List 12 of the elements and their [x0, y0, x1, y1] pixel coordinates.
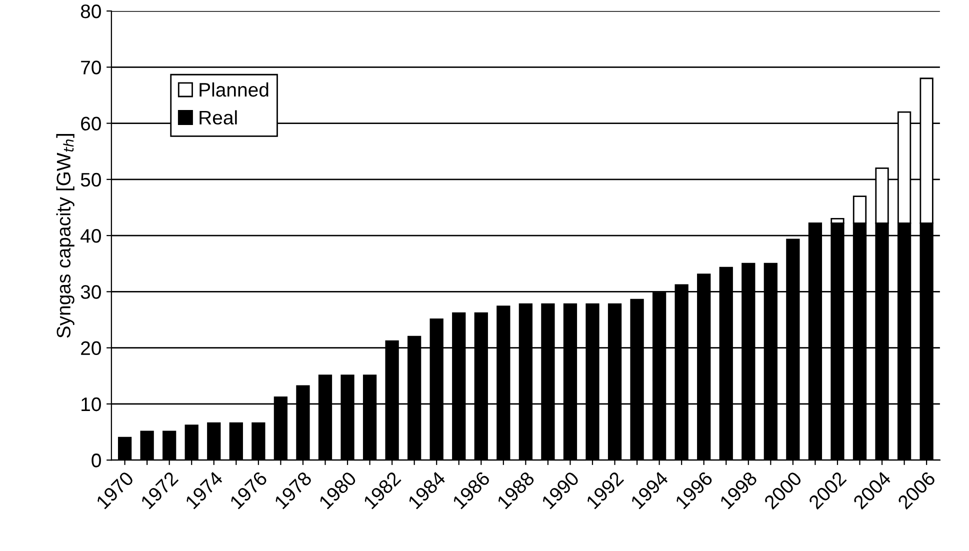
y-tick-label: 30 — [80, 285, 101, 299]
legend-label: Planned — [200, 82, 268, 97]
y-tick-label: 70 — [81, 60, 101, 74]
y-tick-label: 60 — [81, 116, 101, 131]
y-tick-label: 50 — [80, 172, 101, 187]
legend-label: Real — [200, 110, 237, 125]
y-tick-label: 40 — [80, 229, 101, 243]
y-tick-label: 20 — [81, 341, 101, 356]
y-tick-label: 80 — [80, 4, 101, 18]
y-tick-label: 10 — [82, 397, 101, 412]
y-tick-label: 0 — [92, 454, 101, 468]
y-axis-title: Syngas capacity [GW$_{th}$] — [56, 134, 74, 338]
